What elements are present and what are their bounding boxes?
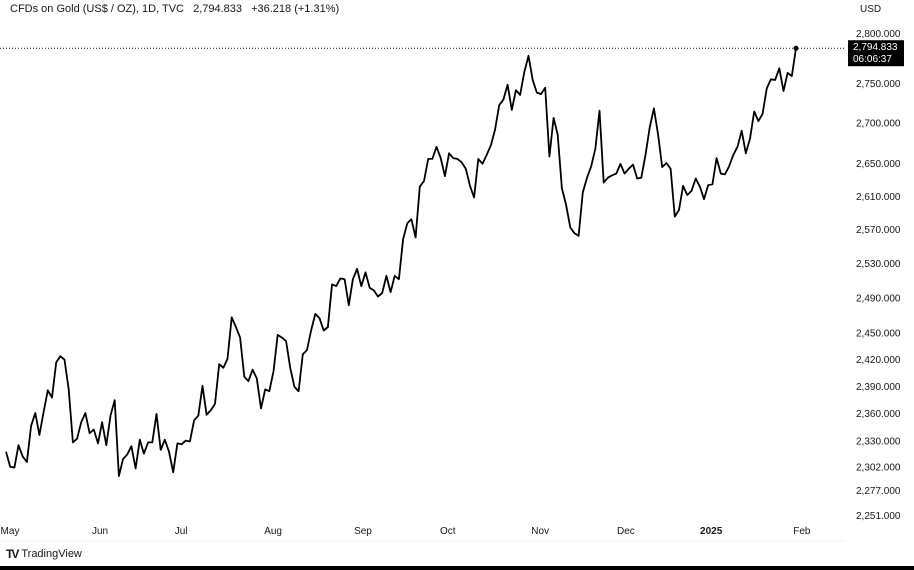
price-tick-label: 2,570.000: [856, 225, 901, 236]
time-tick-label: Oct: [440, 526, 456, 537]
tradingview-logo-icon: TV: [6, 547, 19, 561]
last-price: 2,794.833: [193, 3, 243, 15]
last-price-label: 2,794.833: [853, 42, 898, 53]
time-tick-label: Sep: [354, 526, 372, 537]
price-tick-label: 2,490.000: [856, 293, 901, 304]
last-price-dot: [793, 45, 799, 51]
time-tick-label: Jul: [175, 526, 188, 537]
symbol-title[interactable]: CFDs on Gold (US$ / OZ), 1D, TVC: [10, 3, 185, 15]
price-tick-label: 2,302.000: [856, 463, 901, 474]
price-tick-label: 2,750.000: [856, 79, 901, 90]
time-axis[interactable]: May Jun Jul Aug Sep Oct Nov Dec 2025 Feb: [1, 526, 811, 537]
price-tick-label: 2,800.000: [856, 29, 901, 40]
price-tick-label: 2,390.000: [856, 382, 901, 393]
price-tick-label: 2,420.000: [856, 355, 901, 366]
time-tick-label: May: [1, 526, 20, 537]
price-tick-label: 2,251.000: [856, 511, 901, 522]
price-tick-label: 2,530.000: [856, 259, 901, 270]
price-tick-label: 2,330.000: [856, 437, 901, 448]
last-price-badge: 2,794.833 06:06:37: [848, 40, 904, 67]
price-tick-label: 2,277.000: [856, 486, 901, 497]
price-axis[interactable]: 2,800.000 2,750.000 2,700.000 2,650.000 2,61…: [856, 29, 901, 522]
brand-name: TradingView: [21, 548, 82, 560]
price-tick-label: 2,700.000: [856, 119, 901, 130]
price-tick-label: 2,450.000: [856, 328, 901, 339]
time-tick-label: Feb: [793, 526, 811, 537]
time-tick-label: 2025: [700, 526, 723, 537]
price-change: +36.218 (+1.31%): [251, 3, 340, 15]
price-tick-label: 2,360.000: [856, 409, 901, 420]
bar-countdown: 06:06:37: [853, 54, 892, 65]
currency-button[interactable]: USD: [852, 0, 910, 20]
price-line-series: [5, 48, 797, 477]
time-tick-label: Jun: [92, 526, 108, 537]
price-tick-label: 2,650.000: [856, 159, 901, 170]
chart-header: CFDs on Gold (US$ / OZ), 1D, TVC 2,794.8…: [10, 3, 345, 15]
price-chart[interactable]: 2,800.000 2,750.000 2,700.000 2,650.000 2,61…: [0, 0, 914, 545]
tradingview-logo[interactable]: TV TradingView: [6, 547, 82, 561]
time-tick-label: Dec: [617, 526, 635, 537]
price-tick-label: 2,610.000: [856, 192, 901, 203]
bottom-bar: [0, 566, 914, 570]
time-tick-label: Nov: [531, 526, 549, 537]
time-tick-label: Aug: [264, 526, 282, 537]
